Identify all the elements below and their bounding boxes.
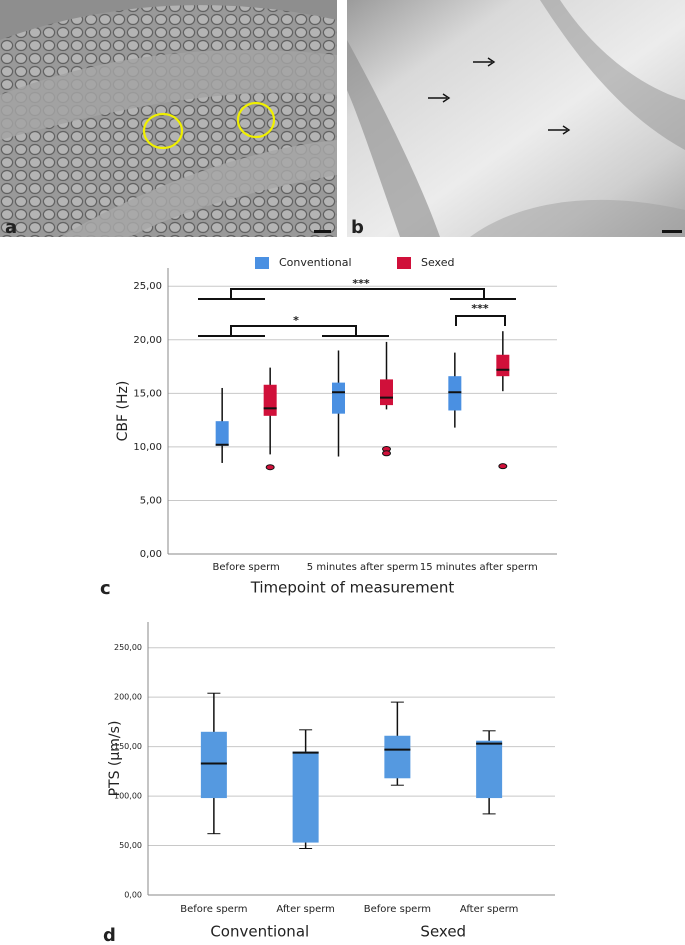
y-axis-title: CBF (Hz) — [115, 381, 131, 442]
y-tick-label: 250,00 — [114, 643, 142, 652]
x-tick-label: 5 minutes after sperm — [307, 562, 418, 573]
annotation: *** — [471, 302, 489, 315]
group-label: Conventional — [210, 923, 309, 941]
x-tick-label: Before sperm — [180, 904, 247, 915]
y-tick-label: 20,00 — [133, 335, 162, 346]
significance-brackets: *** * *** — [198, 277, 516, 337]
outlier — [382, 450, 391, 457]
y-tick-label: 15,00 — [133, 388, 162, 399]
box — [384, 735, 411, 779]
legend-swatch — [397, 257, 411, 269]
box — [292, 751, 319, 843]
x-axis-title: Timepoint of measurement — [250, 579, 455, 597]
x-tick-label: 15 minutes after sperm — [420, 562, 538, 573]
y-tick-label: 50,00 — [119, 841, 142, 850]
y-tick-label: 0,00 — [124, 891, 142, 900]
box — [200, 731, 227, 799]
y-tick-label: 100,00 — [114, 792, 142, 801]
box — [263, 384, 277, 416]
micrograph-b: b — [347, 0, 685, 238]
panel-label: b — [351, 217, 364, 238]
x-tick-label: Before sperm — [364, 904, 431, 915]
y-axis-title: PTS (µm/s) — [107, 721, 123, 797]
x-tick-label: Before sperm — [213, 562, 280, 573]
panel-label: d — [103, 925, 116, 945]
y-tick-label: 25,00 — [133, 281, 162, 292]
legend-swatch — [255, 257, 269, 269]
box — [380, 379, 393, 406]
box — [215, 421, 229, 446]
box — [448, 376, 462, 411]
y-tick-label: 200,00 — [114, 693, 142, 702]
group-label: Sexed — [420, 923, 466, 941]
y-tick-label: 150,00 — [114, 742, 142, 751]
x-tick-label: After sperm — [460, 904, 519, 915]
box — [332, 382, 345, 414]
annotation: *** — [352, 277, 370, 290]
annotation: * — [293, 314, 299, 327]
x-tick-label: After sperm — [276, 904, 335, 915]
panel-label: a — [5, 217, 17, 238]
box — [496, 354, 510, 377]
legend-label: Conventional — [279, 256, 352, 269]
panel-label: c — [100, 578, 111, 599]
outlier — [265, 464, 275, 471]
legend-label: Sexed — [421, 256, 454, 269]
box — [476, 740, 503, 799]
y-tick-label: 5,00 — [140, 495, 162, 506]
micrograph-a: a — [0, 0, 337, 238]
y-tick-label: 0,00 — [140, 549, 162, 560]
outlier — [498, 463, 508, 470]
y-tick-label: 10,00 — [133, 442, 162, 453]
